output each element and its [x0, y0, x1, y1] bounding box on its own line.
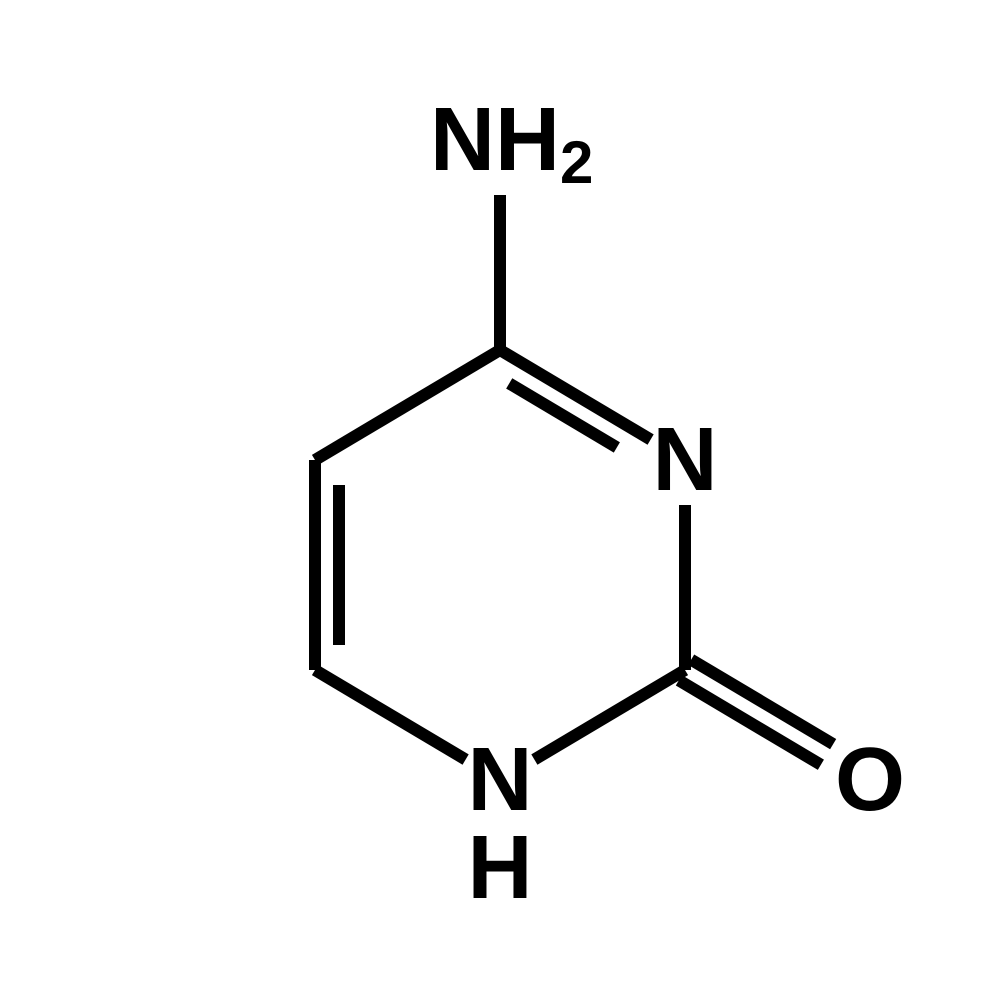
atom-label: N [468, 730, 533, 830]
bonds-layer [315, 195, 833, 765]
atom-label: NH2 [430, 90, 593, 196]
atom-label: N [653, 410, 718, 510]
bond-line [315, 350, 500, 460]
atom-label: H [468, 818, 533, 918]
atom-label: O [835, 730, 905, 830]
molecule-diagram: NHNONH2 [0, 0, 1000, 1000]
bond-line [315, 670, 466, 760]
bond-line [534, 670, 685, 760]
